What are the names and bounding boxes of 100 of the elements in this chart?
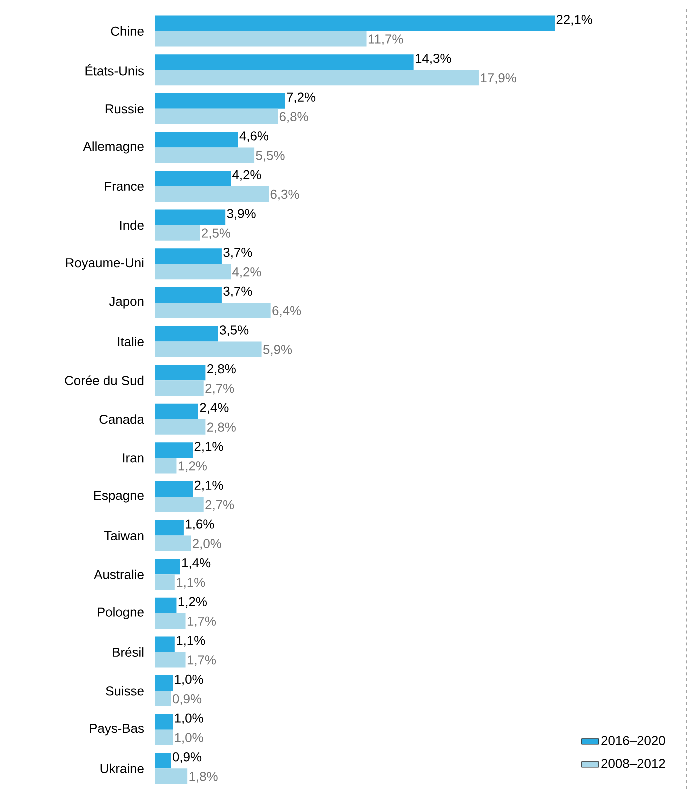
bar bbox=[155, 108, 278, 124]
data-label: 3,7% bbox=[224, 248, 252, 259]
bar bbox=[155, 326, 218, 342]
bar bbox=[155, 598, 177, 614]
bar bbox=[155, 481, 194, 497]
data-label: 0,9% bbox=[172, 752, 202, 764]
data-label: 1,8% bbox=[190, 772, 218, 783]
bar bbox=[155, 559, 180, 575]
data-label: 1,6% bbox=[186, 520, 214, 530]
bar bbox=[155, 342, 262, 358]
legend-label: 2016–2020 bbox=[602, 736, 666, 746]
y-tick-label: Royaume-Uni bbox=[66, 258, 144, 270]
y-tick-label: Pays-Bas bbox=[90, 724, 144, 736]
y-tick-label: Ukraine bbox=[100, 764, 144, 774]
data-label: 2,1% bbox=[194, 480, 224, 492]
bar bbox=[155, 16, 556, 32]
bar bbox=[155, 536, 192, 552]
bar bbox=[155, 54, 414, 70]
data-label: 5,9% bbox=[264, 345, 292, 356]
data-label: 4,6% bbox=[240, 132, 269, 142]
data-label: 1,1% bbox=[177, 636, 206, 647]
y-tick-label: Italie bbox=[118, 336, 144, 347]
bar bbox=[155, 691, 172, 707]
y-tick-label: France bbox=[105, 182, 144, 192]
bar bbox=[155, 248, 222, 264]
data-label: 2,5% bbox=[202, 228, 231, 240]
bar bbox=[155, 70, 479, 86]
data-label: 4,2% bbox=[232, 170, 262, 182]
y-tick-label: Suisse bbox=[106, 686, 144, 696]
y-tick-label: Brésil bbox=[113, 647, 144, 658]
bar bbox=[155, 148, 255, 164]
data-label: 2,1% bbox=[194, 442, 224, 453]
data-label: 2,8% bbox=[208, 364, 236, 376]
y-tick-label: Taiwan bbox=[104, 531, 144, 541]
bar bbox=[155, 652, 186, 668]
bar bbox=[155, 613, 186, 629]
data-label: 1,0% bbox=[175, 733, 204, 744]
data-label: 14,3% bbox=[416, 54, 452, 65]
bar bbox=[155, 170, 232, 187]
bar bbox=[155, 93, 286, 109]
bar bbox=[155, 730, 174, 746]
data-label: 7,2% bbox=[287, 92, 316, 104]
legend-label: 2008–2012 bbox=[602, 759, 666, 768]
data-label: 22,1% bbox=[556, 15, 592, 26]
y-tick-label: Chine bbox=[111, 26, 144, 36]
bar bbox=[155, 676, 174, 692]
data-label: 17,9% bbox=[481, 74, 516, 84]
bar bbox=[155, 496, 204, 513]
bar bbox=[155, 264, 232, 280]
bar bbox=[155, 636, 175, 652]
data-label: 3,9% bbox=[227, 209, 256, 220]
data-label: 2,8% bbox=[208, 422, 236, 434]
bar bbox=[155, 225, 200, 241]
data-label: 2,7% bbox=[206, 500, 234, 512]
bar bbox=[155, 458, 177, 474]
data-label: 2,4% bbox=[200, 403, 229, 414]
data-label: 6,3% bbox=[270, 190, 300, 201]
bar bbox=[155, 186, 270, 202]
data-label: 3,5% bbox=[220, 326, 249, 336]
data-label: 0,9% bbox=[172, 694, 202, 706]
bar bbox=[155, 520, 184, 536]
y-tick-label: Canada bbox=[100, 414, 144, 424]
bar bbox=[155, 365, 206, 381]
data-label: 1,7% bbox=[188, 656, 216, 666]
data-label: 1,2% bbox=[178, 597, 207, 608]
y-tick-label: Allemagne bbox=[83, 142, 144, 154]
y-tick-label: États-Unis bbox=[86, 64, 144, 76]
bar bbox=[155, 132, 238, 148]
bar bbox=[155, 380, 204, 396]
data-label: 1,4% bbox=[182, 558, 211, 570]
y-tick-label: Japon bbox=[109, 297, 144, 309]
y-tick-label: Iran bbox=[123, 454, 144, 463]
data-label: 5,5% bbox=[256, 151, 285, 162]
bar bbox=[155, 302, 271, 318]
y-tick-label: Corée du Sud bbox=[65, 376, 144, 386]
bar bbox=[155, 31, 367, 47]
data-label: 2,0% bbox=[193, 539, 222, 550]
bar bbox=[155, 404, 198, 420]
bar bbox=[155, 210, 226, 226]
data-label: 1,0% bbox=[175, 674, 204, 686]
data-label: 6,8% bbox=[280, 112, 308, 124]
data-label: 11,7% bbox=[368, 34, 404, 46]
data-label: 1,0% bbox=[175, 714, 204, 724]
bar bbox=[155, 753, 172, 769]
bar bbox=[155, 419, 206, 435]
y-tick-label: Pologne bbox=[98, 607, 144, 620]
y-tick-label: Australie bbox=[94, 570, 144, 580]
bar bbox=[155, 574, 175, 590]
y-tick-label: Russie bbox=[106, 104, 144, 114]
data-label: 3,7% bbox=[224, 286, 252, 298]
data-label: 6,4% bbox=[272, 306, 302, 318]
y-tick-label: Inde bbox=[120, 220, 144, 230]
bar bbox=[155, 714, 174, 730]
data-label: 1,2% bbox=[178, 462, 207, 472]
data-label: 4,2% bbox=[232, 268, 262, 278]
data-label: 2,7% bbox=[206, 384, 234, 395]
data-label: 1,1% bbox=[177, 578, 206, 589]
bar bbox=[155, 768, 188, 784]
bar bbox=[155, 442, 194, 458]
data-label: 1,7% bbox=[188, 616, 216, 628]
